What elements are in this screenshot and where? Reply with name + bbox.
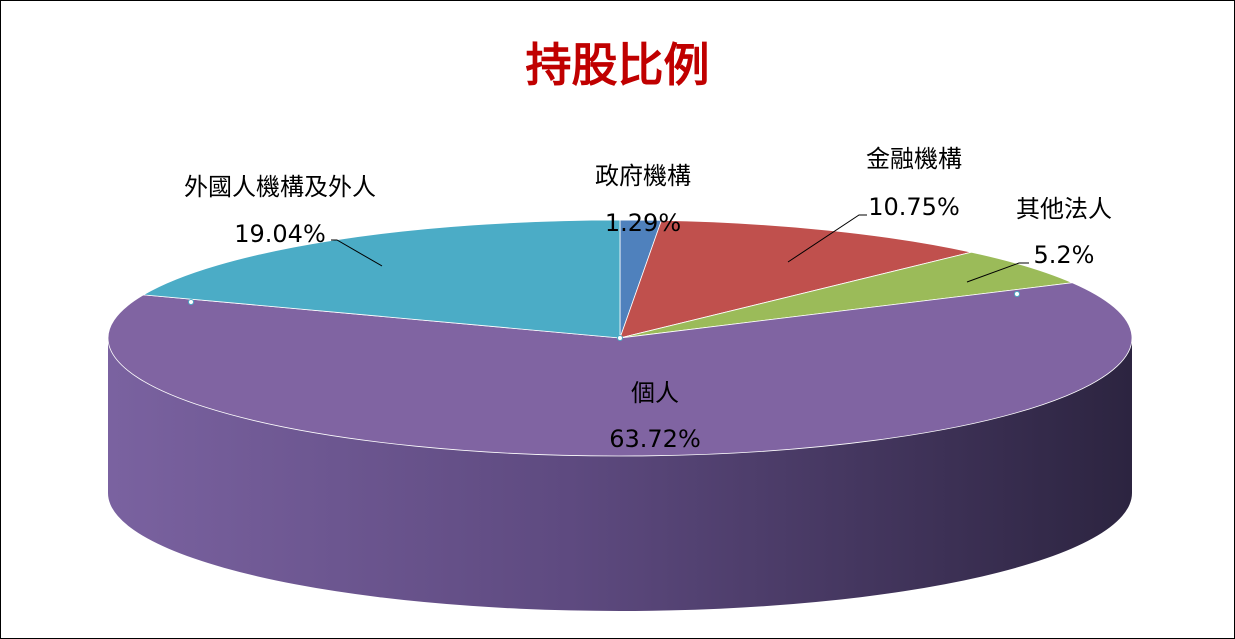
slice-individual [107, 282, 1133, 457]
slice-value-foreign: 19.04% [234, 220, 326, 248]
slice-label-financial: 金融機構 [866, 145, 962, 173]
slice-value-financial: 10.75% [868, 193, 960, 221]
slice-label-individual: 個人 [631, 379, 679, 407]
slice-label-government: 政府機構 [595, 162, 691, 190]
slice-side-individual [108, 338, 1132, 611]
selection-handle-dot [188, 299, 194, 305]
leader-line-other-corp [966, 262, 1029, 283]
selection-handle-dot [617, 335, 623, 341]
leader-line-financial [787, 214, 867, 263]
slice-label-other-corp: 其他法人 [1016, 195, 1112, 223]
leader-line-foreign [331, 239, 383, 267]
slice-value-government: 1.29% [605, 209, 681, 237]
slice-value-individual: 63.72% [609, 425, 701, 453]
slice-other-corp [619, 251, 1074, 339]
slice-financial [619, 219, 972, 339]
selection-handle-dot [1014, 291, 1020, 297]
slice-foreign [142, 219, 621, 339]
slice-value-other-corp: 5.2% [1034, 241, 1095, 269]
chart-title: 持股比例 [525, 38, 710, 92]
slice-label-foreign: 外國人機構及外人 [184, 173, 376, 201]
